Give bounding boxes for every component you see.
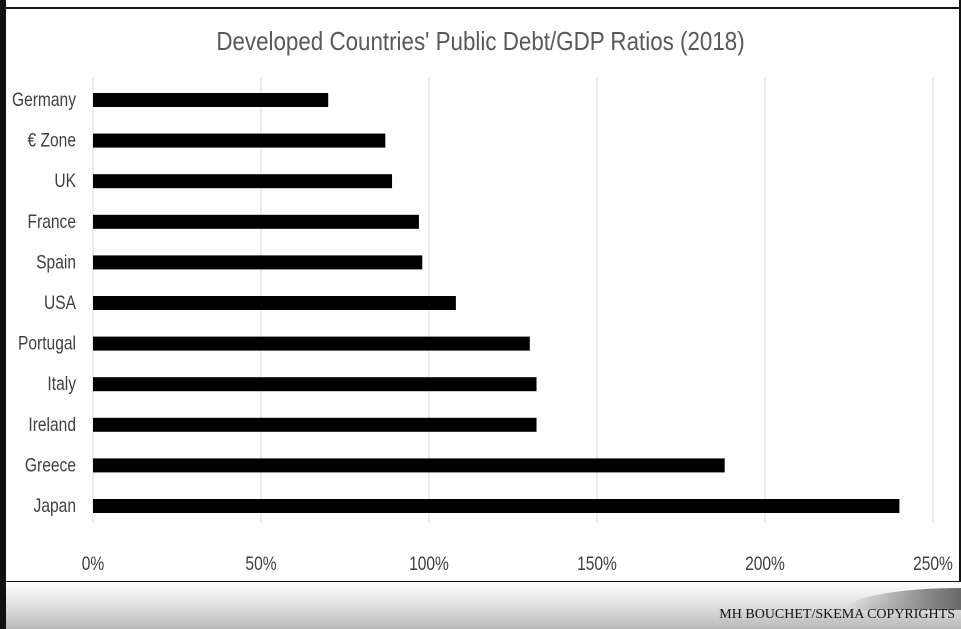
category-label: Ireland [28, 413, 76, 435]
category-label: € Zone [28, 129, 76, 151]
category-label: Greece [25, 454, 76, 476]
x-tick-label: 200% [745, 553, 785, 575]
x-tick-label: 150% [577, 553, 617, 575]
category-label: Italy [47, 373, 76, 395]
bar [93, 417, 537, 432]
x-tick-label: 100% [409, 553, 449, 575]
category-label: USA [44, 292, 76, 314]
footer-band [6, 582, 961, 629]
bar [93, 458, 725, 473]
category-label: Portugal [18, 332, 76, 354]
x-tick-label: 0% [82, 553, 105, 575]
x-tick-label: 50% [245, 553, 276, 575]
debt-gdp-bar-chart: Germany € Zone UK France Spain USA Portugal Ita… [12, 78, 953, 575]
bar [93, 133, 386, 148]
bar [93, 377, 537, 392]
bar [93, 174, 393, 189]
category-label: Germany [12, 89, 76, 111]
category-label: France [28, 210, 76, 232]
category-labels: Germany € Zone UK France Spain USA Portugal Ita… [12, 89, 76, 517]
bar [93, 255, 423, 270]
bars [93, 93, 900, 513]
category-label: UK [54, 170, 76, 192]
bar [93, 93, 329, 107]
slide-right-border [959, 0, 961, 582]
bar [93, 214, 419, 229]
x-tick-label: 250% [913, 553, 953, 575]
category-label: Spain [36, 251, 76, 273]
copyright-text: MH BOUCHET/SKEMA COPYRIGHTS [719, 607, 955, 622]
bar [93, 296, 456, 310]
bar [93, 499, 900, 513]
grid-lines [92, 78, 934, 522]
x-axis-tick-labels: 0% 50% 100% 150% 200% 250% [82, 553, 953, 575]
slide-left-border [0, 0, 6, 629]
slide-top-border [6, 0, 961, 9]
category-label: Japan [34, 495, 76, 517]
bar [93, 336, 530, 351]
chart-title: Developed Countries' Public Debt/GDP Rat… [216, 26, 745, 56]
